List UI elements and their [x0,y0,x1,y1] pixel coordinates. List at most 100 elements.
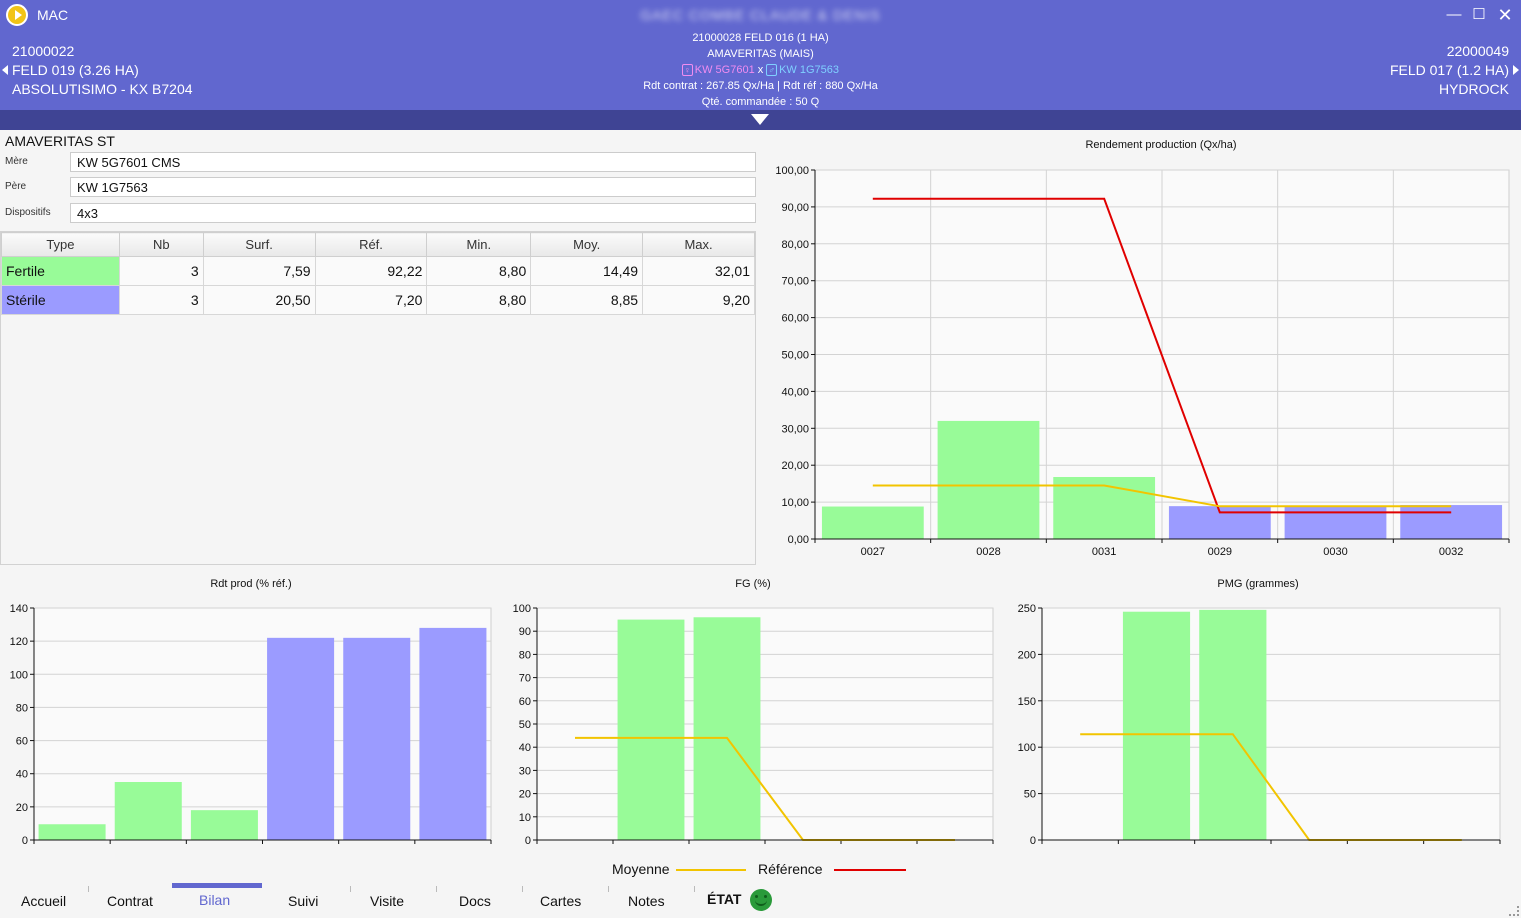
series-line-moyenne [872,484,1452,508]
chart-title: Rendement production (Qx/ha) [1085,139,1236,151]
active-tab-indicator [172,883,262,888]
y-tick-label: 80,00 [781,239,809,251]
crossing-line: ♀ KW 5G7601 x ♂ KW 1G7563 [0,62,1521,78]
cell-type: Stérile [1,285,120,315]
y-tick-label: 200 [1018,649,1036,661]
y-tick-label: 70,00 [781,276,809,288]
cell-min: 8,80 [426,256,532,286]
plot-header: MAC GAEC COMBE CLAUDE & DENIS — ☐ ✕ 2100… [0,0,1521,110]
y-tick-label: 140 [10,603,28,615]
next-plot-variety: HYDROCK [1438,81,1509,97]
y-tick-label: 90 [519,626,531,638]
dispositifs-field[interactable] [70,203,756,223]
tab-separator [522,886,523,892]
y-tick-label: 120 [10,636,28,648]
tab-separator [694,886,695,892]
cell-max: 9,20 [642,285,755,315]
column-header-max[interactable]: Max. [642,232,755,257]
dispositifs-label: Dispositifs [5,207,51,218]
tab-cartes[interactable]: Cartes [540,893,582,909]
column-header-ref[interactable]: Réf. [314,232,428,257]
prev-plot-arrow-icon[interactable] [2,65,8,75]
table-header-row: Type Nb Surf. Réf. Min. Moy. Max. [1,232,755,257]
tab-notes[interactable]: Notes [628,893,665,909]
y-tick-label: 50 [519,719,531,731]
bottom-navigation: Accueil Contrat Bilan Suivi Visite Docs … [0,880,1521,918]
minimize-button[interactable]: — [1446,6,1462,23]
bar [693,617,761,840]
y-tick-label: 0 [1030,835,1036,847]
x-tick-label: 0031 [1092,546,1116,558]
bar [1400,505,1503,539]
maximize-button[interactable]: ☐ [1472,6,1486,23]
y-tick-label: 100,00 [775,165,809,177]
y-tick-label: 100 [513,603,531,615]
plot-area [33,607,492,841]
bar [1199,609,1267,840]
next-plot-field: FELD 017 (1.2 HA) [1389,62,1509,78]
bar [1122,611,1191,840]
prev-plot-link[interactable]: 21000022 FELD 019 (3.26 HA) ABSOLUTISIMO… [12,42,193,99]
next-plot-link[interactable]: 22000049 FELD 017 (1.2 HA) HYDROCK [1390,42,1509,99]
y-tick-label: 250 [1018,603,1036,615]
tab-contrat[interactable]: Contrat [107,893,153,909]
stats-table: Type Nb Surf. Réf. Min. Moy. Max. Fertil… [1,232,755,315]
table-row[interactable]: Fertile 3 7,59 92,22 8,80 14,49 32,01 [1,256,755,286]
app-name: MAC [37,7,69,23]
chart-title: PMG (grammes) [1217,578,1298,590]
chart-pmg: PMG (grammes) 0 50 100 150 200 250 [1018,578,1501,847]
mother-name: KW 5G7601 [694,64,755,76]
column-header-nb[interactable]: Nb [118,232,204,257]
bar [38,824,106,840]
y-tick-label: 60 [16,736,28,748]
ordered-quantity-line: Qté. commandée : 50 Q [701,96,820,108]
table-row[interactable]: Stérile 3 20,50 7,20 8,80 8,85 9,20 [1,285,755,315]
tab-separator [436,886,437,892]
x-tick-label: 0032 [1439,546,1463,558]
father-name: KW 1G7563 [779,64,839,76]
tab-accueil[interactable]: Accueil [21,893,67,909]
x-tick-label: 0030 [1323,546,1347,558]
x-tick-label: 0028 [976,546,1000,558]
chart-rdt-prod: Rdt prod (% réf.) 0 20 40 60 80 100 120 140 [10,578,492,847]
cell-moy: 8,85 [530,285,644,315]
smiley-icon[interactable] [750,889,772,911]
bar [114,782,182,840]
etat-label[interactable]: ÉTAT [707,891,742,907]
variety-title: AMAVERITAS ST [5,133,115,149]
y-tick-label: 70 [519,673,531,685]
tab-visite[interactable]: Visite [370,893,404,909]
y-tick-label: 30,00 [781,423,809,435]
pere-label: Père [5,181,27,192]
column-header-type[interactable]: Type [1,232,120,257]
tab-separator [88,886,89,892]
legend-moyenne-label: Moyenne [612,861,670,877]
y-tick-label: 0,00 [788,534,809,546]
y-tick-label: 150 [1018,696,1036,708]
collapse-header-icon[interactable] [751,114,769,125]
cell-min: 8,80 [426,285,532,315]
pere-field[interactable] [70,177,756,197]
mere-field[interactable] [70,152,756,172]
tab-separator [608,886,609,892]
tab-suivi[interactable]: Suivi [288,893,319,909]
chart-fg: FG (%) 0 10 20 30 40 50 60 70 80 90 100 [513,578,994,847]
column-header-moy[interactable]: Moy. [530,232,644,257]
cell-ref: 92,22 [314,256,428,286]
y-tick-label: 100 [1018,742,1036,754]
bar [1053,477,1156,539]
next-plot-arrow-icon[interactable] [1513,65,1519,75]
column-header-surf[interactable]: Surf. [202,232,316,257]
y-tick-label: 40,00 [781,386,809,398]
mother-icon: ♀ [682,64,693,76]
cell-max: 32,01 [642,256,755,286]
tab-docs[interactable]: Docs [459,893,491,909]
cell-type: Fertile [1,256,120,286]
resize-grip-icon[interactable] [1509,906,1519,916]
tab-bilan[interactable]: Bilan [199,892,231,908]
close-button[interactable]: ✕ [1497,5,1513,25]
column-header-min[interactable]: Min. [426,232,532,257]
cross-sign: x [757,64,764,76]
current-variety-line: AMAVERITAS (MAIS) [707,48,814,60]
legend-moyenne-swatch [676,869,746,871]
